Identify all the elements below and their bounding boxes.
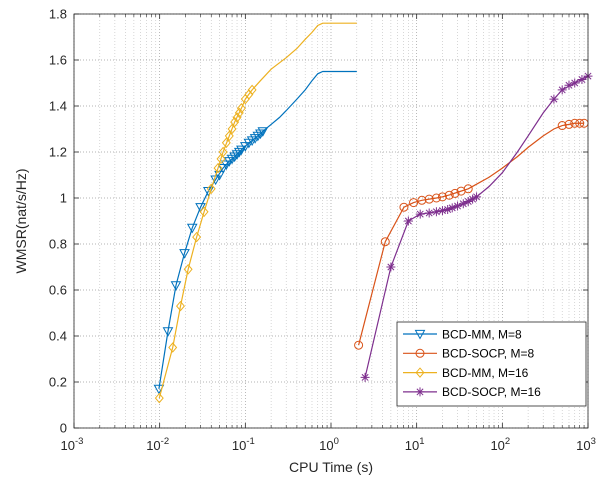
data-point <box>218 146 228 158</box>
y-tick-label: 0.8 <box>49 237 67 252</box>
data-point <box>224 130 234 142</box>
data-point <box>431 193 441 203</box>
data-point <box>360 372 370 382</box>
y-tick-label: 1.8 <box>49 7 67 22</box>
data-point <box>557 121 567 131</box>
data-point <box>229 152 240 163</box>
legend-marker <box>415 367 425 378</box>
data-point <box>206 183 216 195</box>
data-point <box>230 116 240 128</box>
legend: BCD-MM, M=8 BCD-SOCP, M=8 BCD-MM, M=16 BCD-… <box>396 321 587 407</box>
data-point <box>168 342 178 353</box>
data-point <box>409 198 419 208</box>
legend-label: BCD-SOCP, M=8 <box>442 347 534 361</box>
data-point <box>437 206 447 216</box>
data-point <box>236 103 246 114</box>
data-point <box>216 153 226 165</box>
data-point <box>458 199 468 209</box>
series-3 <box>154 22 357 404</box>
data-point <box>221 137 231 149</box>
data-point <box>549 94 559 104</box>
data-point <box>468 194 478 204</box>
data-point <box>234 107 244 119</box>
data-point <box>247 84 257 96</box>
y-tick-label: 0.4 <box>49 329 67 344</box>
data-point <box>232 112 242 123</box>
y-tick-label: 0.2 <box>49 375 67 390</box>
data-point <box>239 142 251 152</box>
y-tick-label: 1.6 <box>49 53 67 68</box>
data-point <box>570 118 580 128</box>
data-point <box>183 264 193 275</box>
series-line <box>358 122 585 346</box>
data-point <box>415 209 425 219</box>
series-line <box>158 22 357 399</box>
data-point <box>231 150 243 160</box>
data-point <box>154 392 164 404</box>
data-point <box>179 249 190 259</box>
series-2 <box>354 118 589 350</box>
data-point <box>227 123 237 135</box>
data-point <box>417 195 427 205</box>
data-point <box>380 237 390 247</box>
y-tick-label: 1 <box>60 191 67 206</box>
data-point <box>557 85 567 95</box>
data-point <box>564 80 574 90</box>
data-point <box>213 162 223 174</box>
data-point <box>399 202 409 212</box>
data-point <box>257 127 269 137</box>
series-4 <box>360 71 593 382</box>
data-point <box>255 129 266 140</box>
data-point <box>450 188 460 198</box>
data-point <box>463 196 473 206</box>
legend-label: BCD-SOCP, M=16 <box>442 385 541 399</box>
x-axis-label: CPU Time (s) <box>289 459 373 475</box>
data-point <box>463 184 473 194</box>
data-point <box>176 300 185 312</box>
data-point <box>192 231 202 243</box>
data-point <box>199 206 209 218</box>
data-point <box>570 78 580 88</box>
data-point <box>403 216 413 226</box>
data-point <box>354 340 364 350</box>
data-point <box>424 208 434 218</box>
data-point <box>252 131 264 142</box>
data-point <box>195 203 206 213</box>
data-point <box>575 118 585 128</box>
legend-marker <box>415 387 425 397</box>
data-point <box>444 190 454 200</box>
y-tick-label: 0 <box>60 421 67 436</box>
data-point <box>437 192 447 202</box>
legend-label: BCD-MM, M=8 <box>442 327 522 341</box>
y-tick-label: 1.2 <box>49 145 67 160</box>
y-tick-label: 1.4 <box>49 99 67 114</box>
data-point <box>424 194 434 204</box>
data-point <box>431 207 441 217</box>
data-point <box>453 201 463 211</box>
data-point <box>447 203 457 213</box>
data-point <box>162 327 174 337</box>
data-point <box>186 223 198 234</box>
data-point <box>233 147 245 158</box>
y-axis-label: WMSR(nat/s/Hz) <box>13 169 29 274</box>
legend-label: BCD-MM, M=16 <box>442 366 529 380</box>
data-point <box>170 281 182 291</box>
data-point <box>577 75 587 85</box>
data-point <box>236 145 247 156</box>
legend-marker <box>415 348 425 358</box>
y-tick-label: 0.6 <box>49 283 67 298</box>
data-point <box>226 154 238 165</box>
series-layer <box>153 22 593 404</box>
legend-marker <box>414 329 426 340</box>
data-point <box>386 262 396 272</box>
data-point <box>443 205 453 214</box>
data-point <box>564 119 574 129</box>
data-point <box>472 192 482 202</box>
